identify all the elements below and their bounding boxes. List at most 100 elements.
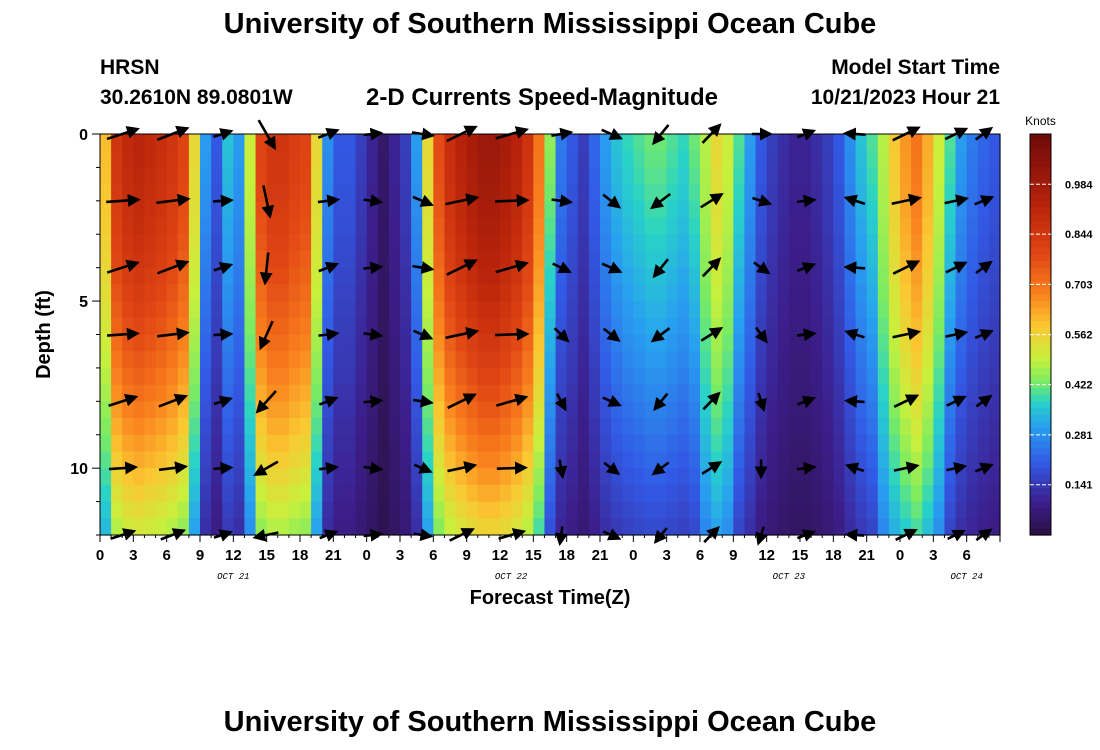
colorbar-segment [1030,441,1051,449]
heatmap-cell [822,367,834,386]
heatmap-cell [633,501,646,519]
heatmap-cell [188,501,201,519]
heatmap-cell [566,284,579,302]
heatmap-cell [166,284,179,302]
heatmap-cell [355,484,368,503]
heatmap-cell [655,418,668,436]
heatmap-cell [555,484,568,503]
current-vector-arrow [446,259,478,276]
heatmap-cell [633,451,646,469]
heatmap-cell [433,484,446,503]
heatmap-cell [777,334,790,352]
heatmap-cell [677,468,690,486]
heatmap-cell [277,284,290,302]
colorbar-segment [1030,174,1051,182]
heatmap-cell [100,234,112,252]
current-vector-arrow [974,195,995,208]
heatmap-cell [200,384,212,402]
heatmap-cell [911,367,923,386]
heatmap-cell [544,167,557,185]
heatmap-cell [488,200,501,219]
heatmap-cell [211,267,223,285]
heatmap-cell [655,301,668,319]
current-vector-arrow [106,259,140,274]
heatmap-cell [611,501,623,519]
heatmap-cell [911,284,923,302]
heatmap-cell [244,134,257,152]
heatmap-cell [633,334,646,352]
x-tick-label: 12 [225,547,242,564]
heatmap-cell [700,334,712,352]
heatmap-cell [588,518,601,536]
heatmap-cell [522,518,534,536]
heatmap-cell [288,217,301,235]
heatmap-cell [655,518,668,536]
heatmap-cell [777,384,790,402]
heatmap-cell [900,284,912,302]
heatmap-cell [844,267,857,285]
heatmap-cell [800,434,812,453]
heatmap-cell [366,401,379,419]
heatmap-cell [600,217,612,235]
current-vector-arrow [412,328,434,341]
heatmap-cell [677,351,690,369]
heatmap-cell [844,317,857,336]
heatmap-cell [266,250,279,269]
heatmap-cell [488,367,501,386]
heatmap-cell [477,284,490,302]
current-vector-arrow [944,194,970,208]
heatmap-cell [155,518,168,536]
heatmap-cell [300,200,312,219]
heatmap-cell [200,518,212,536]
heatmap-cell [588,367,601,386]
heatmap-cell [355,150,368,169]
heatmap-cell [255,301,268,319]
heatmap-cell [277,234,290,252]
heatmap-cell [655,317,668,336]
heatmap-cell [955,351,968,369]
heatmap-cell [622,334,634,352]
heatmap-cell [266,418,279,436]
heatmap-cell [277,434,290,453]
current-vector-arrow [651,461,670,476]
heatmap-cell [988,267,1001,285]
heatmap-cell [188,334,201,352]
heatmap-cell [577,418,590,436]
heatmap-cell [733,200,746,219]
heatmap-cell [277,468,290,486]
heatmap-cell [266,184,279,202]
heatmap-cell [266,501,279,519]
heatmap-cell [333,250,346,269]
heatmap-cell [400,250,412,269]
heatmap-cell [866,200,879,219]
heatmap-cell [833,401,846,419]
heatmap-cell [855,184,868,202]
colorbar-segment [1030,321,1051,329]
colorbar-segment [1030,341,1051,349]
heatmap-cell [688,184,701,202]
heatmap-cell [433,501,446,519]
heatmap-cell [377,351,390,369]
heatmap-cell [955,234,968,252]
heatmap-cell [811,384,823,402]
heatmap-cell [188,468,201,486]
heatmap-cell [155,501,168,519]
heatmap-cell [511,434,523,453]
heatmap-cell [988,317,1001,336]
heatmap-cell [233,234,246,252]
heatmap-cell [844,418,857,436]
heatmap-cell [500,501,512,519]
colorbar-segment [1030,508,1051,516]
heatmap-cell [288,284,301,302]
heatmap-cell [344,367,357,386]
heatmap-cell [800,301,812,319]
heatmap-cell [900,184,912,202]
heatmap-cell [866,217,879,235]
heatmap-cell [222,301,234,319]
heatmap-cell [744,134,757,152]
colorbar-segment [1030,374,1051,382]
heatmap-cell [233,518,246,536]
heatmap-cell [566,401,579,419]
heatmap-cell [866,267,879,285]
heatmap-cell [522,134,534,152]
